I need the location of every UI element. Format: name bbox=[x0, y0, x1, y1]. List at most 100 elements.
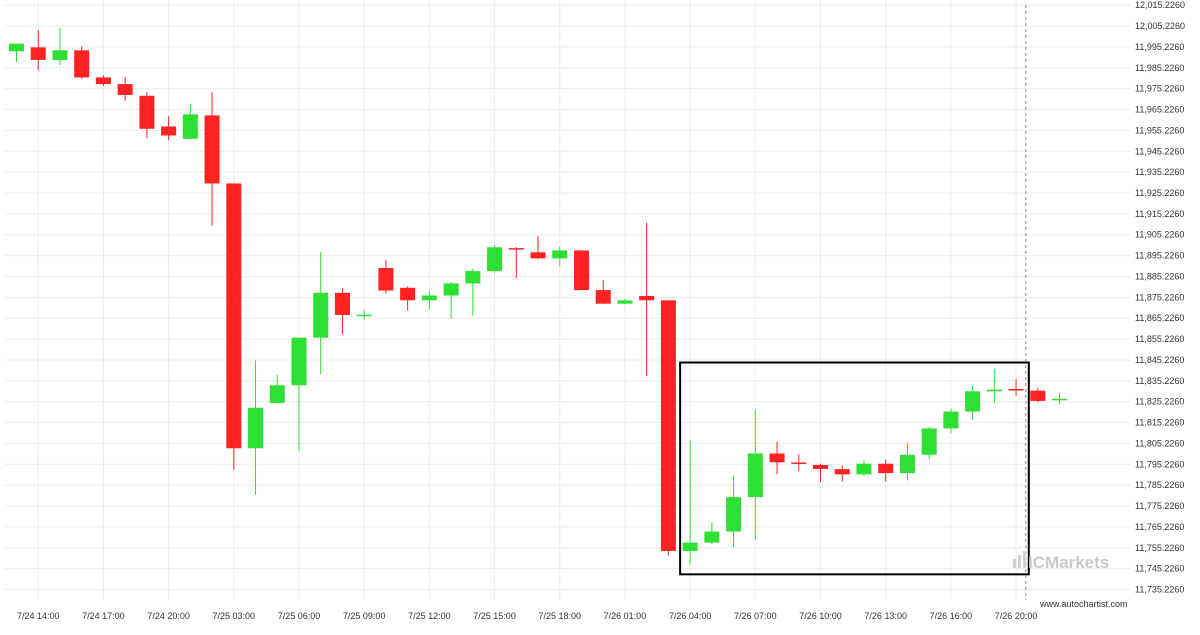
candle bbox=[595, 280, 611, 305]
y-tick-label: 11,885.2260 bbox=[1135, 271, 1184, 281]
candle bbox=[1030, 388, 1046, 403]
y-tick-label: 11,905.2260 bbox=[1135, 230, 1184, 240]
candle bbox=[95, 75, 111, 86]
candle bbox=[182, 103, 198, 140]
candle-body bbox=[1052, 398, 1068, 401]
candle bbox=[269, 375, 285, 404]
candle-body bbox=[487, 247, 503, 272]
x-tick-label: 7/25 15:00 bbox=[473, 611, 516, 621]
candle-body bbox=[378, 267, 394, 291]
candle-body bbox=[856, 463, 872, 475]
candle-body bbox=[530, 252, 546, 259]
candle-body bbox=[400, 287, 416, 301]
x-tick-label: 7/24 17:00 bbox=[82, 611, 125, 621]
x-tick-label: 7/25 09:00 bbox=[343, 611, 386, 621]
candle bbox=[704, 522, 720, 545]
overlays bbox=[679, 5, 1030, 600]
y-tick-label: 11,875.2260 bbox=[1135, 292, 1184, 302]
y-tick-label: 11,775.2260 bbox=[1135, 501, 1184, 511]
candle-body bbox=[639, 295, 655, 301]
candle bbox=[943, 408, 959, 434]
y-tick-label: 11,735.2260 bbox=[1135, 585, 1184, 595]
candle-body bbox=[682, 542, 698, 551]
candle bbox=[986, 368, 1002, 404]
candle-body bbox=[30, 47, 46, 60]
y-tick-label: 11,995.2260 bbox=[1135, 42, 1184, 52]
candle bbox=[117, 77, 133, 101]
candle bbox=[30, 30, 46, 71]
y-tick-label: 11,865.2260 bbox=[1135, 313, 1184, 323]
pattern-box bbox=[679, 361, 1030, 576]
candle bbox=[465, 268, 481, 316]
candle-body bbox=[878, 463, 894, 474]
candle bbox=[161, 116, 177, 141]
candle bbox=[639, 222, 655, 377]
candle-body bbox=[443, 283, 459, 296]
candle-body bbox=[1030, 390, 1046, 401]
candle-body bbox=[834, 469, 850, 475]
candle-body bbox=[986, 389, 1002, 392]
candle bbox=[74, 46, 90, 79]
candle bbox=[291, 337, 307, 452]
candle bbox=[1008, 379, 1024, 396]
candle bbox=[747, 409, 763, 540]
candle-body bbox=[226, 183, 242, 449]
candle-body bbox=[921, 428, 937, 455]
x-tick-label: 7/25 06:00 bbox=[278, 611, 321, 621]
y-tick-label: 11,815.2260 bbox=[1135, 418, 1184, 428]
x-tick-label: 7/26 13:00 bbox=[864, 611, 907, 621]
y-axis: 12,015.2260 12,005.2260 11,995.2260 11,985.… bbox=[1135, 0, 1185, 594]
candle bbox=[139, 92, 155, 139]
x-tick-label: 7/25 18:00 bbox=[538, 611, 581, 621]
x-axis: 7/24 14:00 7/24 17:00 7/24 20:00 7/25 03:00… bbox=[17, 611, 1037, 621]
candles bbox=[9, 27, 1068, 565]
candle-body bbox=[465, 271, 481, 284]
candle bbox=[487, 244, 503, 273]
candle bbox=[573, 250, 589, 291]
x-tick-label: 7/24 20:00 bbox=[147, 611, 190, 621]
x-tick-label: 7/26 16:00 bbox=[930, 611, 973, 621]
candle-body bbox=[334, 292, 350, 315]
x-tick-label: 7/26 20:00 bbox=[995, 611, 1038, 621]
candle bbox=[552, 246, 568, 267]
y-tick-label: 11,805.2260 bbox=[1135, 438, 1184, 448]
x-tick-label: 7/26 01:00 bbox=[604, 611, 647, 621]
y-tick-label: 11,895.2260 bbox=[1135, 251, 1184, 261]
x-tick-label: 7/24 14:00 bbox=[17, 611, 60, 621]
y-tick-label: 11,915.2260 bbox=[1135, 209, 1184, 219]
y-tick-label: 11,785.2260 bbox=[1135, 480, 1184, 490]
candle-body bbox=[269, 385, 285, 403]
y-tick-label: 11,825.2260 bbox=[1135, 397, 1184, 407]
x-tick-label: 7/26 04:00 bbox=[669, 611, 712, 621]
candle bbox=[791, 454, 807, 472]
candle-body bbox=[248, 407, 264, 449]
y-tick-label: 12,015.2260 bbox=[1135, 0, 1185, 10]
candle bbox=[1052, 392, 1068, 405]
y-tick-label: 11,835.2260 bbox=[1135, 376, 1184, 386]
x-tick-label: 7/25 12:00 bbox=[408, 611, 451, 621]
credit-text[interactable]: www.autochartist.com bbox=[1039, 599, 1128, 609]
brand-name: ICMarkets bbox=[1028, 553, 1109, 572]
candle bbox=[400, 286, 416, 311]
candle-body bbox=[356, 314, 372, 317]
candle-body bbox=[313, 292, 329, 338]
candle bbox=[443, 282, 459, 319]
candle-body bbox=[704, 531, 720, 543]
candle bbox=[226, 183, 242, 470]
candle bbox=[508, 247, 524, 278]
candle-body bbox=[74, 50, 90, 78]
candle bbox=[313, 251, 329, 374]
brand-watermark: ICMarkets bbox=[1013, 551, 1109, 572]
candle bbox=[421, 290, 437, 310]
candle-body bbox=[791, 462, 807, 464]
candle bbox=[378, 260, 394, 294]
candle-body bbox=[726, 497, 742, 532]
candle-body bbox=[508, 248, 524, 250]
candle-body bbox=[595, 290, 611, 304]
y-tick-label: 11,985.2260 bbox=[1135, 63, 1184, 73]
candle-body bbox=[813, 464, 829, 469]
y-tick-label: 12,005.2260 bbox=[1135, 21, 1185, 31]
x-tick-label: 7/25 03:00 bbox=[213, 611, 256, 621]
